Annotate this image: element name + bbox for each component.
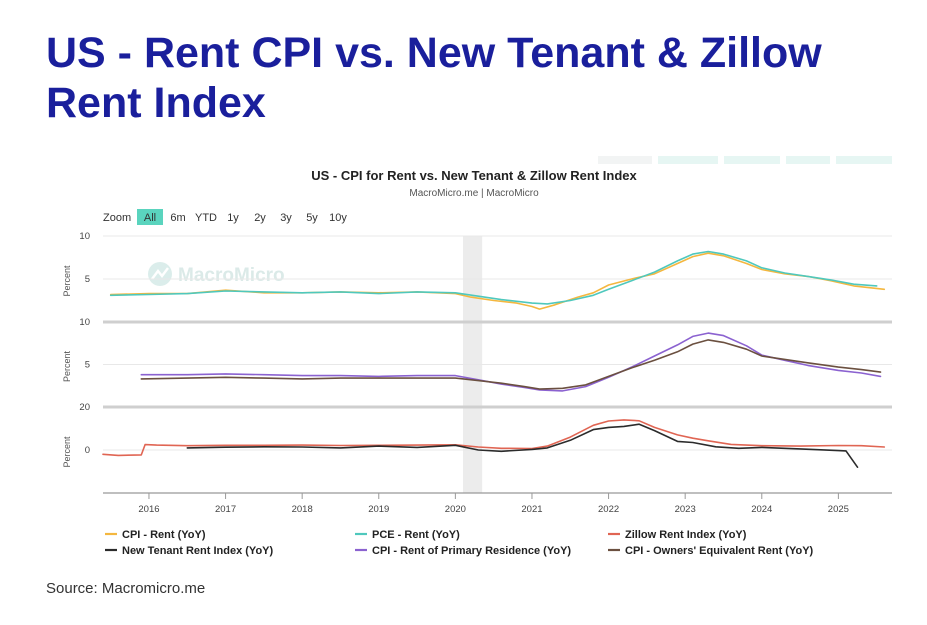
watermark-logo-glyph — [151, 267, 169, 280]
series-layer — [102, 250, 886, 469]
y-axis-label: Percent — [62, 350, 72, 382]
series-line-pce-rent[interactable] — [109, 250, 878, 305]
legend-label: CPI - Rent of Primary Residence (YoY) — [372, 545, 571, 557]
zoom-button-10y[interactable]: 10y — [329, 212, 347, 224]
series-line-oer[interactable] — [140, 339, 882, 390]
y-axis-label: Percent — [62, 265, 72, 297]
series-line-primary-residence[interactable] — [140, 332, 882, 392]
legend-label: CPI - Owners' Equivalent Rent (YoY) — [625, 545, 814, 557]
source-note: Source: Macromicro.me — [46, 580, 206, 597]
y-tick-label: 5 — [85, 360, 90, 371]
toolbar-slot[interactable] — [786, 156, 830, 164]
x-tick-label: 2016 — [138, 504, 159, 515]
slide-title: US - Rent CPI vs. New Tenant & Zillow Re… — [46, 29, 822, 127]
x-tick-label: 2017 — [215, 504, 236, 515]
x-tick-label: 2020 — [445, 504, 466, 515]
series-line-new-tenant[interactable] — [186, 423, 859, 469]
y-tick-label: 10 — [79, 231, 90, 242]
legend-item-new-tenant[interactable]: New Tenant Rent Index (YoY) — [105, 545, 273, 557]
zoom-button-2y[interactable]: 2y — [254, 212, 266, 224]
legend: CPI - Rent (YoY) PCE - Rent (YoY) Zillow R… — [105, 529, 814, 557]
zoom-button-label[interactable]: 5y — [306, 212, 318, 224]
legend-label: PCE - Rent (YoY) — [372, 529, 460, 541]
zoom-label: Zoom — [103, 212, 131, 224]
legend-label: Zillow Rent Index (YoY) — [625, 529, 747, 541]
chart-title: US - CPI for Rent vs. New Tenant & Zillo… — [311, 168, 637, 183]
legend-label: New Tenant Rent Index (YoY) — [122, 545, 273, 557]
zoom-button-5y[interactable]: 5y — [306, 212, 318, 224]
x-tick-label: 2021 — [521, 504, 542, 515]
panel-separator — [103, 320, 892, 324]
toolbar-slot[interactable] — [836, 156, 892, 164]
toolbar-slot[interactable] — [598, 156, 652, 164]
zoom-bar: Zoom All 6m YTD 1y 2y 3y 5y 10y — [103, 209, 347, 225]
zoom-button-label[interactable]: 10y — [329, 212, 347, 224]
watermark-logo: MacroMicro — [148, 262, 285, 286]
toolbar-slot[interactable] — [658, 156, 718, 164]
zoom-button-bg[interactable] — [137, 209, 163, 225]
x-tick-label: 2019 — [368, 504, 389, 515]
zoom-button-1y[interactable]: 1y — [227, 212, 239, 224]
series-line-zillow[interactable] — [102, 419, 886, 457]
zoom-button-label[interactable]: 2y — [254, 212, 266, 224]
panel-separator — [103, 405, 892, 409]
zoom-button-label[interactable]: YTD — [195, 212, 217, 224]
watermark-text: MacroMicro — [178, 265, 285, 286]
legend-item-pce-rent[interactable]: PCE - Rent (YoY) — [355, 529, 460, 541]
zoom-button-label[interactable]: All — [144, 212, 156, 224]
toolbar-slot[interactable] — [724, 156, 780, 164]
y-tick-label: 5 — [85, 274, 90, 285]
y-tick-label: 0 — [85, 445, 90, 456]
zoom-button-6m[interactable]: 6m — [170, 212, 185, 224]
zoom-button-label[interactable]: 1y — [227, 212, 239, 224]
zoom-button-3y[interactable]: 3y — [280, 212, 292, 224]
chart-toolbar — [598, 156, 892, 164]
chart-subtitle: MacroMicro.me | MacroMicro — [409, 188, 539, 199]
x-tick-label: 2018 — [292, 504, 313, 515]
y-axis-label: Percent — [62, 436, 72, 468]
axis-layer: 5 10 Percent 5 10 Percent 0 20 Percent 2016 2017 20… — [62, 231, 849, 515]
zoom-button-label[interactable]: 3y — [280, 212, 292, 224]
x-tick-label: 2025 — [828, 504, 849, 515]
x-tick-label: 2022 — [598, 504, 619, 515]
legend-item-oer[interactable]: CPI - Owners' Equivalent Rent (YoY) — [608, 545, 814, 557]
legend-item-zillow[interactable]: Zillow Rent Index (YoY) — [608, 529, 747, 541]
zoom-button-ytd[interactable]: YTD — [195, 212, 217, 224]
zoom-button-label[interactable]: 6m — [170, 212, 185, 224]
legend-item-primary-residence[interactable]: CPI - Rent of Primary Residence (YoY) — [355, 545, 571, 557]
zoom-button-all[interactable]: All — [137, 209, 163, 225]
x-tick-label: 2023 — [675, 504, 696, 515]
grid-layer — [103, 235, 892, 494]
y-tick-label: 20 — [79, 402, 90, 413]
x-tick-label: 2024 — [751, 504, 772, 515]
legend-item-cpi-rent[interactable]: CPI - Rent (YoY) — [105, 529, 206, 541]
legend-label: CPI - Rent (YoY) — [122, 529, 206, 541]
y-tick-label: 10 — [79, 317, 90, 328]
